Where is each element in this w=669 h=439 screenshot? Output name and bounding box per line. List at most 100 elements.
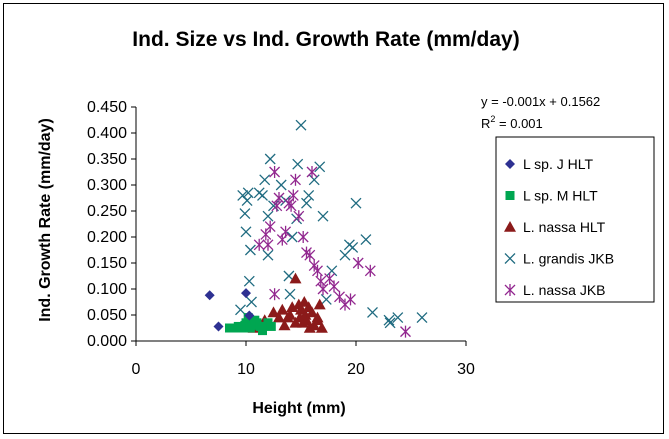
data-point [258, 326, 267, 336]
data-point [315, 275, 327, 288]
r2-superscript: 2 [490, 114, 495, 124]
legend-marker [504, 284, 516, 296]
data-point [308, 174, 320, 186]
data-point [257, 189, 268, 201]
data-point [284, 288, 296, 300]
chart-title: Ind. Size vs Ind. Growth Rate (mm/day) [132, 28, 519, 51]
y-tick-label: 0.350 [87, 151, 127, 168]
data-point [284, 309, 296, 320]
data-point [253, 238, 265, 251]
data-point [266, 321, 276, 331]
data-point [286, 231, 298, 243]
data-point [213, 321, 224, 332]
data-point [241, 288, 251, 299]
data-point [400, 325, 411, 338]
data-point [244, 310, 255, 321]
chart-frame: Ind. Size vs Ind. Growth Rate (mm/day) I… [3, 3, 664, 434]
data-point [280, 225, 292, 238]
data-point [317, 210, 329, 222]
r2-label: R [481, 116, 490, 131]
data-points [204, 119, 428, 338]
data-point [311, 311, 324, 323]
data-point [275, 179, 287, 191]
data-point [262, 238, 274, 251]
data-point [364, 264, 376, 277]
data-point [315, 322, 328, 333]
data-point [262, 249, 274, 261]
data-point [292, 158, 304, 170]
series-0 [204, 288, 255, 332]
trendline-equation: y = -0.001x + 0.1562 [481, 94, 600, 109]
data-point [416, 312, 428, 324]
series-4 [253, 166, 411, 338]
data-point [326, 265, 338, 277]
data-point [290, 173, 301, 186]
trendline-label: y = -0.001x + 0.1562 R2 = 0.001 [481, 94, 600, 131]
data-point [301, 197, 312, 209]
data-point [259, 174, 271, 186]
x-tick-label: 20 [347, 361, 365, 378]
data-point [328, 280, 340, 293]
legend-label: L sp. M HLT [523, 188, 598, 204]
legend-marker [504, 253, 516, 264]
legend-items: L sp. J HLT L sp. M HLT L. nassa HLT L. gra… [504, 156, 614, 298]
data-point [300, 314, 313, 325]
plot-axes [131, 106, 467, 346]
data-point [242, 187, 254, 199]
legend: L sp. J HLT L sp. M HLT L. nassa HLT L. gra… [495, 136, 655, 303]
data-point [273, 311, 285, 323]
data-point [287, 189, 299, 202]
legend-marker [505, 191, 515, 200]
series-3 [235, 119, 428, 329]
legend-label: L. grandis JKB [523, 251, 614, 267]
data-point [347, 241, 359, 253]
legend-marker [505, 159, 515, 169]
data-point [312, 264, 323, 277]
data-point [360, 234, 372, 246]
data-point [306, 306, 318, 318]
data-point [339, 298, 351, 311]
legend-box [495, 136, 655, 303]
y-tick-label: 0.400 [87, 125, 127, 142]
data-point [239, 208, 251, 220]
y-tick-label: 0.150 [87, 255, 127, 272]
x-tick-label: 10 [237, 361, 255, 378]
y-tick-label: 0.000 [87, 333, 127, 350]
trendline-r2: R2 = 0.001 [481, 114, 543, 131]
data-point [320, 293, 332, 305]
legend-marker [504, 221, 516, 232]
x-tick-label: 30 [457, 361, 475, 378]
data-point [285, 199, 297, 212]
data-point [313, 298, 326, 310]
data-point [240, 226, 252, 238]
data-point [271, 199, 283, 212]
y-tick-label: 0.450 [87, 99, 127, 116]
data-point [317, 283, 329, 295]
data-point [392, 312, 404, 324]
x-tick-label: 0 [132, 361, 141, 378]
data-point [243, 275, 255, 287]
data-point [246, 296, 257, 308]
data-point [297, 231, 309, 243]
y-tick-label: 0.200 [87, 229, 127, 246]
data-point [269, 166, 281, 178]
data-point [264, 220, 276, 233]
data-point [225, 323, 234, 333]
data-point [276, 303, 289, 315]
data-point [264, 153, 276, 165]
r2-value: = 0.001 [495, 116, 542, 131]
data-point [241, 318, 251, 328]
legend-label: L. nassa JKB [523, 282, 606, 298]
data-point [269, 288, 281, 301]
data-point [345, 293, 356, 306]
data-point [383, 314, 395, 326]
tick-labels: 0.000 0.050 0.100 0.150 0.200 0.250 0.300 0.350… [87, 99, 475, 378]
data-point [289, 272, 302, 284]
legend-label: L sp. J HLT [523, 156, 593, 172]
x-axis-title: Height (mm) [252, 400, 345, 417]
data-point [303, 189, 315, 201]
y-tick-label: 0.050 [87, 307, 127, 324]
data-point [295, 119, 307, 131]
legend-label: L. nassa HLT [523, 219, 606, 235]
data-point [306, 166, 318, 178]
